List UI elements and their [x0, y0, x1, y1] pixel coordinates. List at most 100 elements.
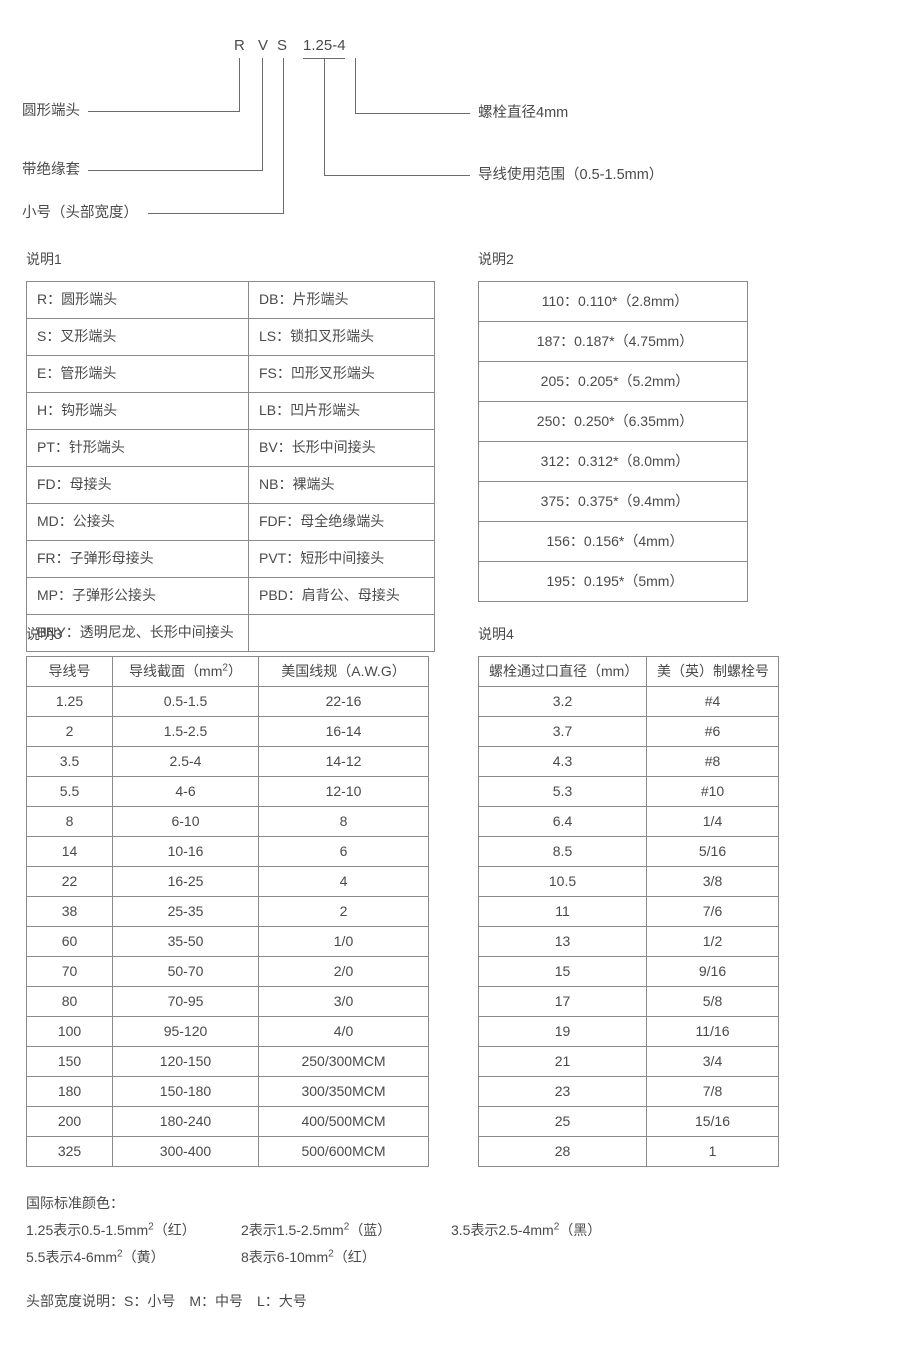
bolt-size-header-cell: 螺栓通过口直径（mm） — [478, 656, 647, 687]
wire-gauge-cell: 4-6 — [112, 776, 259, 807]
leader-stem-r — [239, 58, 240, 111]
wire-gauge-cell: 325 — [26, 1136, 113, 1167]
tab-width-cell: 375：0.375*（9.4mm） — [478, 481, 748, 522]
diagram-label-round-terminal: 圆形端头 — [22, 103, 80, 119]
table-row: 3.5 2.5-4 14-12 — [26, 746, 429, 777]
color-note-2: 2表示1.5-2.5mm2（蓝） — [241, 1221, 392, 1238]
wire-gauge-cell: 180 — [26, 1076, 113, 1107]
wire-gauge-cell: 100 — [26, 1016, 113, 1047]
table-row: 325 300-400 500/600MCM — [26, 1136, 429, 1167]
glossary-cell: FD：母接头 — [26, 466, 249, 504]
table-row: 375：0.375*（9.4mm） — [478, 481, 748, 522]
glossary-cell: H：钩形端头 — [26, 392, 249, 430]
glossary-cell: FS：凹形叉形端头 — [248, 355, 435, 393]
table-row: 23 7/8 — [478, 1076, 779, 1107]
table-desc4-body: 3.2 #4 3.7 #6 4.3 #8 5.3 #10 6.4 1/4 8.5 5/16 10.5 3/… — [478, 686, 779, 1167]
tab-width-cell: 195：0.195*（5mm） — [478, 561, 748, 602]
wire-gauge-cell: 16-25 — [112, 866, 259, 897]
table-row: 312：0.312*（8.0mm） — [478, 441, 748, 482]
code-part-s: S — [277, 37, 288, 54]
wire-gauge-cell: 5.5 — [26, 776, 113, 807]
glossary-cell: PT：针形端头 — [26, 429, 249, 467]
bolt-size-cell: 3.7 — [478, 716, 647, 747]
glossary-cell: PVT：短形中间接头 — [248, 540, 435, 578]
table-row: 180 150-180 300/350MCM — [26, 1076, 429, 1107]
bolt-size-cell: 5.3 — [478, 776, 647, 807]
bolt-size-cell: 7/8 — [646, 1076, 779, 1107]
table-row: 22 16-25 4 — [26, 866, 429, 897]
bolt-size-cell: 25 — [478, 1106, 647, 1137]
table-row: 8 6-10 8 — [26, 806, 429, 837]
bolt-size-cell: 5/8 — [646, 986, 779, 1017]
wire-gauge-cell: 8 — [26, 806, 113, 837]
bolt-size-table: 螺栓通过口直径（mm） 美（英）制螺栓号 3.2 #4 3.7 #6 4.3 #8 5.3 #1… — [478, 656, 779, 1167]
table-row: 156：0.156*（4mm） — [478, 521, 748, 562]
wire-gauge-cell: 70-95 — [112, 986, 259, 1017]
table-row: 60 35-50 1/0 — [26, 926, 429, 957]
wire-gauge-cell: 14 — [26, 836, 113, 867]
bolt-size-cell: 5/16 — [646, 836, 779, 867]
table-row: 3.7 #6 — [478, 716, 779, 747]
tab-width-cell: 250：0.250*（6.35mm） — [478, 401, 748, 442]
wire-gauge-cell: 1.5-2.5 — [112, 716, 259, 747]
tab-width-cell: 110：0.110*（2.8mm） — [478, 281, 748, 322]
table-desc2-body: 110：0.110*（2.8mm） 187：0.187*（4.75mm） 205：0… — [478, 281, 748, 602]
code-part-r: R — [234, 37, 245, 54]
table-desc3-body: 1.25 0.5-1.5 22-16 2 1.5-2.5 16-14 3.5 2.5-4 14-… — [26, 686, 429, 1167]
table-row: 5.5 4-6 12-10 — [26, 776, 429, 807]
glossary-cell: MP：子弹形公接头 — [26, 577, 249, 615]
head-width-note: 头部宽度说明：S：小号 M：中号 L：大号 — [26, 1293, 307, 1309]
wire-gauge-cell: 0.5-1.5 — [112, 686, 259, 717]
glossary-cell: MD：公接头 — [26, 503, 249, 541]
bolt-size-header-cell: 美（英）制螺栓号 — [646, 656, 779, 687]
table-row: 4.3 #8 — [478, 746, 779, 777]
bolt-size-cell: 11/16 — [646, 1016, 779, 1047]
leader-run-small-size — [148, 213, 284, 214]
glossary-cell: PBD：肩背公、母接头 — [248, 577, 435, 615]
table-row: 19 11/16 — [478, 1016, 779, 1047]
table-row: 17 5/8 — [478, 986, 779, 1017]
glossary-cell: R：圆形端头 — [26, 281, 249, 319]
bolt-size-cell: #6 — [646, 716, 779, 747]
bolt-size-cell: 11 — [478, 896, 647, 927]
table-row: 15 9/16 — [478, 956, 779, 987]
table-row: 8.5 5/16 — [478, 836, 779, 867]
leader-run-wire-range — [324, 175, 470, 176]
wire-gauge-cell: 22 — [26, 866, 113, 897]
code-part-size: 1.25-4 — [303, 37, 346, 54]
table-row: MD：公接头 FDF：母全绝缘端头 — [26, 503, 435, 541]
table-row: S：叉形端头 LS：锁扣叉形端头 — [26, 318, 435, 356]
bolt-size-cell: 17 — [478, 986, 647, 1017]
table-row: 70 50-70 2/0 — [26, 956, 429, 987]
tab-width-cell: 187：0.187*（4.75mm） — [478, 321, 748, 362]
wire-gauge-table: 导线号 导线截面（mm2） 美国线规（A.W.G） 1.25 0.5-1.5 22-16… — [26, 656, 429, 1167]
leader-run-round-terminal — [88, 111, 240, 112]
table-row: FR：子弹形母接头 PVT：短形中间接头 — [26, 540, 435, 578]
glossary-cell: NB：裸端头 — [248, 466, 435, 504]
wire-gauge-cell: 4 — [258, 866, 429, 897]
table-row: 110：0.110*（2.8mm） — [478, 281, 748, 322]
table-row: 187：0.187*（4.75mm） — [478, 321, 748, 362]
wire-gauge-cell: 10-16 — [112, 836, 259, 867]
bolt-size-cell: 3/8 — [646, 866, 779, 897]
table-row: 1.25 0.5-1.5 22-16 — [26, 686, 429, 717]
wire-gauge-cell: 4/0 — [258, 1016, 429, 1047]
table-row: 100 95-120 4/0 — [26, 1016, 429, 1047]
glossary-cell: FR：子弹形母接头 — [26, 540, 249, 578]
table-row: R：圆形端头 DB：片形端头 — [26, 281, 435, 319]
wire-gauge-cell: 150 — [26, 1046, 113, 1077]
bolt-size-cell: 9/16 — [646, 956, 779, 987]
wire-gauge-cell: 1/0 — [258, 926, 429, 957]
leader-run-insulated-sleeve — [88, 170, 263, 171]
wire-gauge-cell: 2 — [26, 716, 113, 747]
code-part-v: V — [258, 37, 269, 54]
table-header-row: 螺栓通过口直径（mm） 美（英）制螺栓号 — [478, 656, 779, 687]
footer-notes: 国际标准颜色： 1.25表示0.5-1.5mm2（红） 2表示1.5-2.5mm… — [26, 1196, 876, 1277]
table-desc1-body: R：圆形端头 DB：片形端头 S：叉形端头 LS：锁扣叉形端头 E：管形端头 FS：凹形叉… — [26, 281, 435, 652]
wire-gauge-cell: 1.25 — [26, 686, 113, 717]
wire-gauge-cell: 50-70 — [112, 956, 259, 987]
table-row: 25 15/16 — [478, 1106, 779, 1137]
diagram-label-insulated-sleeve: 带绝缘套 — [22, 162, 80, 178]
caption-desc2: 说明2 — [478, 251, 514, 267]
wire-gauge-cell: 8 — [258, 806, 429, 837]
